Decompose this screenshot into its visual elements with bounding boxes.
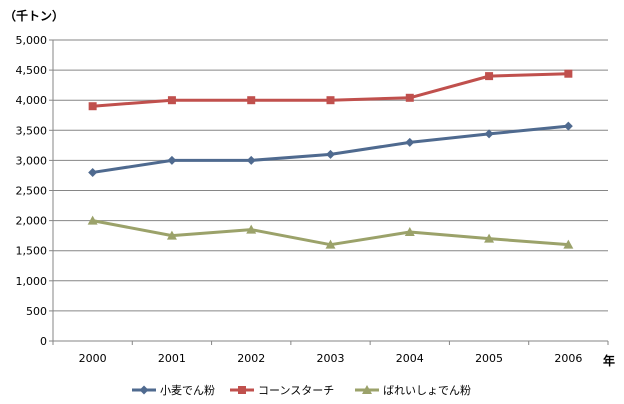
- legend-label: ばれいしょでん粉: [383, 384, 471, 397]
- data-point: [563, 121, 573, 131]
- y-tick-label: 4,500: [16, 64, 48, 77]
- plot-series: [87, 69, 574, 249]
- y-axis-ticks: 0 500 1,000 1,500 2,000 2,500 3,000 3,500 4,000 4…: [16, 34, 53, 348]
- data-point: [167, 96, 176, 105]
- y-tick-label: 3,500: [16, 124, 48, 137]
- y-tick-label: 0: [40, 335, 47, 348]
- legend-marker: [139, 385, 149, 395]
- data-point: [87, 215, 98, 225]
- data-point: [404, 227, 415, 237]
- legend-item: ばれいしょでん粉: [355, 384, 471, 397]
- data-point: [564, 69, 573, 78]
- data-point: [405, 137, 415, 147]
- data-point: [246, 155, 256, 165]
- series-line: [92, 124, 569, 174]
- data-point: [326, 149, 335, 159]
- data-point: [325, 239, 336, 249]
- data-point: [246, 224, 257, 234]
- series-3: [87, 215, 574, 249]
- y-tick-label: 3,000: [16, 154, 48, 167]
- data-point: [563, 239, 574, 249]
- legend-label: 小麦でん粉: [160, 384, 215, 397]
- x-tick-label: 2004: [396, 352, 424, 365]
- x-unit-label: 年: [603, 353, 615, 368]
- y-tick-label: 5,000: [16, 34, 48, 47]
- series-1: [88, 121, 573, 177]
- legend-item: 小麦でん粉: [132, 384, 215, 397]
- legend-label: コーンスターチ: [258, 384, 334, 397]
- y-tick-label: 2,500: [16, 185, 48, 198]
- x-tick-label: 2001: [158, 352, 186, 365]
- x-tick-label: 2002: [237, 352, 265, 365]
- x-axis-ticks: 2000 2001 2002 2003 2004 2005 2006: [52, 341, 609, 365]
- y-tick-label: 500: [26, 305, 47, 318]
- legend: 小麦でん粉 コーンスターチ ばれいしょでん粉: [132, 384, 471, 397]
- gridlines: [53, 39, 608, 312]
- y-tick-label: 1,500: [16, 245, 48, 258]
- data-point: [88, 167, 98, 177]
- y-tick-label: 4,000: [16, 94, 48, 107]
- y-unit-label: （千トン）: [4, 8, 64, 23]
- data-point: [166, 230, 177, 240]
- data-point: [484, 129, 494, 139]
- data-point: [326, 96, 335, 105]
- data-point: [167, 155, 177, 165]
- series-2: [88, 69, 573, 111]
- x-tick-label: 2006: [554, 352, 582, 365]
- x-tick-label: 2003: [317, 352, 345, 365]
- data-point: [405, 93, 414, 102]
- y-tick-label: 2,000: [16, 215, 48, 228]
- legend-marker: [362, 385, 372, 394]
- data-point: [88, 102, 97, 111]
- data-point: [247, 96, 256, 105]
- legend-marker: [238, 386, 246, 394]
- x-tick-label: 2000: [79, 352, 107, 365]
- legend-item: コーンスターチ: [230, 384, 334, 397]
- data-point: [485, 72, 494, 81]
- y-tick-label: 1,000: [16, 275, 48, 288]
- x-tick-label: 2005: [475, 352, 503, 365]
- data-point: [484, 233, 495, 243]
